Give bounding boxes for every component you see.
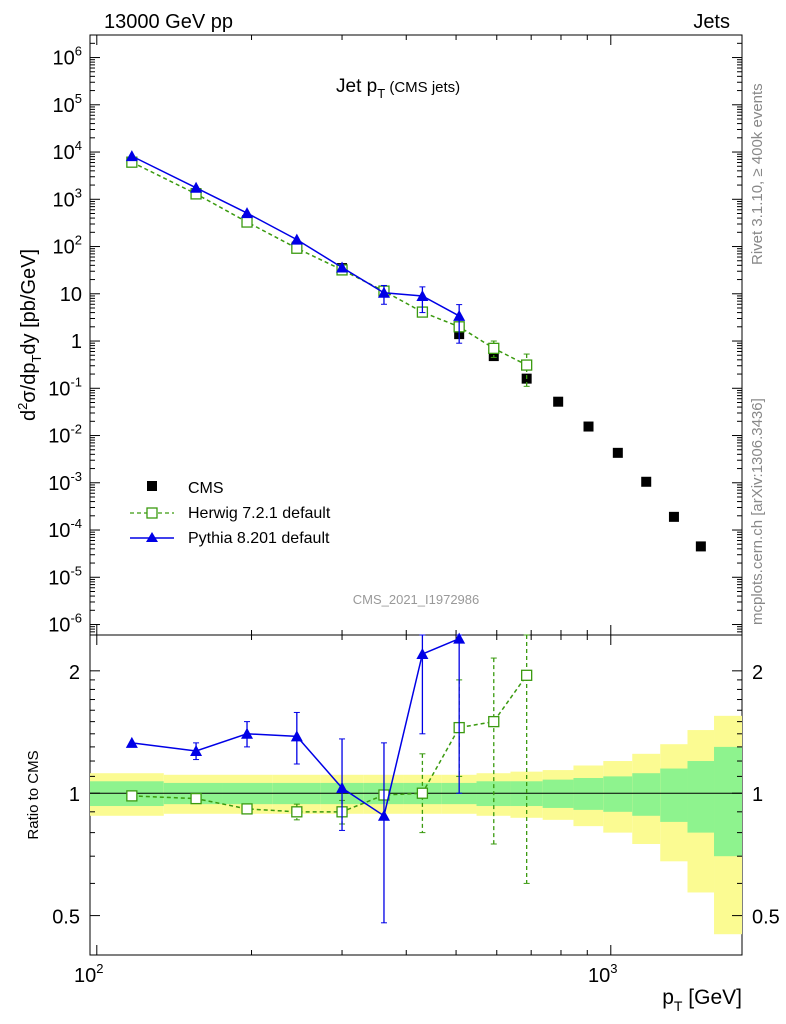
main-point-cms [641,476,652,487]
main-point-cms [668,511,679,522]
legend: CMS Herwig 7.2.1 default Pythia 8.201 de… [130,480,331,547]
main-point-pythia [241,207,254,219]
legend-label-herwig: Herwig 7.2.1 default [188,505,331,522]
ratio-y-axis-label: Ratio to CMS [25,750,42,839]
main-point-pythia [377,286,390,298]
main-plot-title: Jet pT (CMS jets) [336,76,460,101]
ratio-y-tick-label: 0.5 [52,907,80,929]
main-y-tick-label: 10-4 [48,516,82,542]
ratio-band-inner [687,761,715,833]
ratio-point-pythia [125,736,138,748]
ratio-y-tick-label: 1 [69,784,80,806]
main-point-cms [612,447,623,458]
main-point-herwig [291,242,303,254]
main-point-pythia [190,181,203,193]
legend-label-pythia: Pythia 8.201 default [188,530,330,547]
ratio-band-inner [542,779,574,808]
legend-marker-pythia [146,532,158,542]
main-y-tick-label: 106 [53,44,82,70]
main-y-tick-label: 10-3 [48,469,82,495]
ratio-y-tick-label-right: 1 [752,784,763,806]
header-beam-label: 13000 GeV pp [104,11,233,33]
main-y-tick-label: 1 [71,331,82,353]
main-point-pythia [125,150,138,162]
legend-marker-cms [147,481,157,491]
ratio-band-inner [660,768,688,822]
main-y-tick-label: 105 [53,91,82,117]
ratio-point-pythia [377,809,390,821]
ratio-band-inner [573,778,604,810]
main-y-tick-label: 10-1 [48,374,82,400]
ratio-y-tick-label: 2 [69,662,80,684]
main-y-tick-label: 103 [53,185,82,211]
main-line-pythia [131,155,460,317]
ratio-point-pythia [290,730,303,742]
ratio-point-pythia [190,745,203,757]
ratio-point-herwig [126,790,138,802]
mcplots-label: mcplots.cern.ch [arXiv:1306.3436] [749,398,766,625]
main-point-herwig [241,216,253,228]
x-tick-label: 102 [74,961,103,987]
ratio-point-herwig [488,715,500,728]
ratio-point-herwig [291,806,303,818]
main-y-tick-label: 10-6 [48,611,82,637]
main-point-cms [583,421,594,432]
main-y-tick-label: 10-2 [48,422,82,448]
main-point-pythia [290,233,303,245]
main-point-cms [553,396,564,407]
ratio-point-herwig [521,669,533,681]
main-point-herwig [488,342,500,354]
rivet-version-label: Rivet 3.1.10, ≥ 400k events [749,83,766,265]
main-y-tick-label: 102 [53,233,82,259]
header-analysis-type: Jets [693,11,730,33]
ratio-point-herwig [241,803,253,815]
ratio-line-herwig [131,674,528,813]
ratio-y-tick-label-right: 0.5 [752,907,780,929]
ratio-point-pythia [241,727,254,739]
ratio-band-inner [714,746,742,857]
main-y-tick-label: 104 [53,138,82,164]
x-tick-label: 103 [588,961,617,987]
ratio-line-pythia [131,637,460,818]
main-y-tick-label: 10 [60,284,82,306]
ratio-point-herwig [190,792,202,805]
main-y-axis-label: d2σ/dpTdy [pb/GeV] [15,249,44,421]
ratio-band-inner [603,776,633,812]
ratio-point-pythia [453,632,466,644]
main-point-pythia [416,289,429,301]
chart-marks: 10-6 10-5 10-4 10-3 10-2 10-1 1 10 102 103 104 105 1… [48,35,780,987]
main-point-herwig [521,359,533,371]
ratio-point-herwig [416,787,429,799]
analysis-id-watermark: CMS_2021_I1972986 [353,592,480,607]
ratio-y-tick-label-right: 2 [752,662,763,684]
main-point-cms [695,541,706,552]
ratio-band-inner [632,773,661,816]
legend-label-cms: CMS [188,480,224,497]
ratio-point-pythia [416,648,429,660]
ratio-point-pythia [336,781,349,793]
main-point-pythia [336,261,349,273]
main-y-tick-label: 10-5 [48,563,82,589]
legend-marker-herwig [146,507,158,519]
x-axis-label: pT [GeV] [662,986,742,1014]
main-point-pythia [453,309,466,321]
